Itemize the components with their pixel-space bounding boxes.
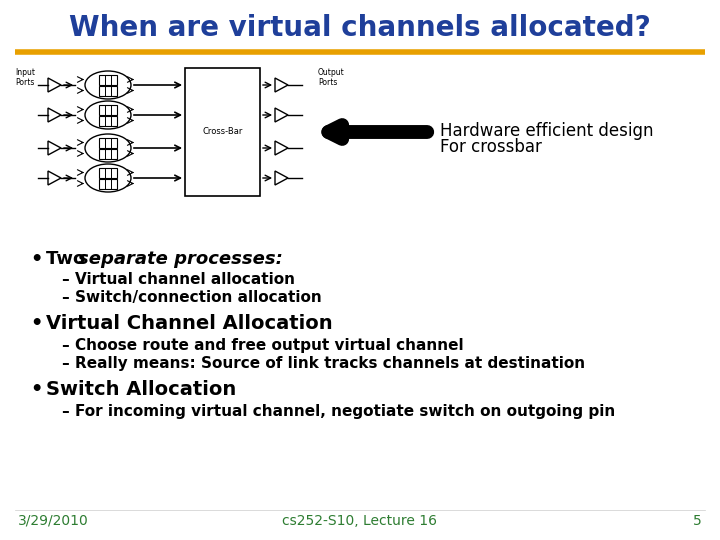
Text: Two: Two <box>46 250 91 268</box>
Text: Input
Ports: Input Ports <box>15 68 35 87</box>
Bar <box>99 179 117 188</box>
Polygon shape <box>48 78 61 92</box>
Text: Output
Ports: Output Ports <box>318 68 345 87</box>
Text: •: • <box>30 314 42 333</box>
Polygon shape <box>275 171 288 185</box>
Text: – Virtual channel allocation: – Virtual channel allocation <box>62 272 295 287</box>
Text: Switch Allocation: Switch Allocation <box>46 380 236 399</box>
Polygon shape <box>48 108 61 122</box>
Text: Virtual Channel Allocation: Virtual Channel Allocation <box>46 314 333 333</box>
Text: When are virtual channels allocated?: When are virtual channels allocated? <box>69 14 651 42</box>
Text: – For incoming virtual channel, negotiate switch on outgoing pin: – For incoming virtual channel, negotiat… <box>62 404 616 419</box>
Text: – Switch/connection allocation: – Switch/connection allocation <box>62 290 322 305</box>
Bar <box>185 68 260 196</box>
Text: – Choose route and free output virtual channel: – Choose route and free output virtual c… <box>62 338 464 353</box>
Text: 5: 5 <box>693 514 702 528</box>
Text: •: • <box>30 250 42 269</box>
Polygon shape <box>48 171 61 185</box>
Text: separate processes:: separate processes: <box>78 250 283 268</box>
Text: 3/29/2010: 3/29/2010 <box>18 514 89 528</box>
Text: For crossbar: For crossbar <box>440 138 542 156</box>
Bar <box>99 85 117 96</box>
Text: cs252-S10, Lecture 16: cs252-S10, Lecture 16 <box>282 514 438 528</box>
Text: Hardware efficient design: Hardware efficient design <box>440 122 654 140</box>
Ellipse shape <box>85 134 131 162</box>
Text: Cross-Bar: Cross-Bar <box>202 127 243 137</box>
Ellipse shape <box>85 164 131 192</box>
Polygon shape <box>48 141 61 155</box>
Text: – Really means: Source of link tracks channels at destination: – Really means: Source of link tracks ch… <box>62 356 585 371</box>
Bar <box>99 105 117 114</box>
Text: •: • <box>30 380 42 399</box>
Bar <box>99 148 117 159</box>
Bar <box>99 167 117 178</box>
Ellipse shape <box>85 71 131 99</box>
Bar <box>99 138 117 147</box>
Bar <box>99 116 117 125</box>
Polygon shape <box>275 78 288 92</box>
Ellipse shape <box>85 101 131 129</box>
Polygon shape <box>275 141 288 155</box>
Polygon shape <box>275 108 288 122</box>
Bar <box>99 75 117 84</box>
